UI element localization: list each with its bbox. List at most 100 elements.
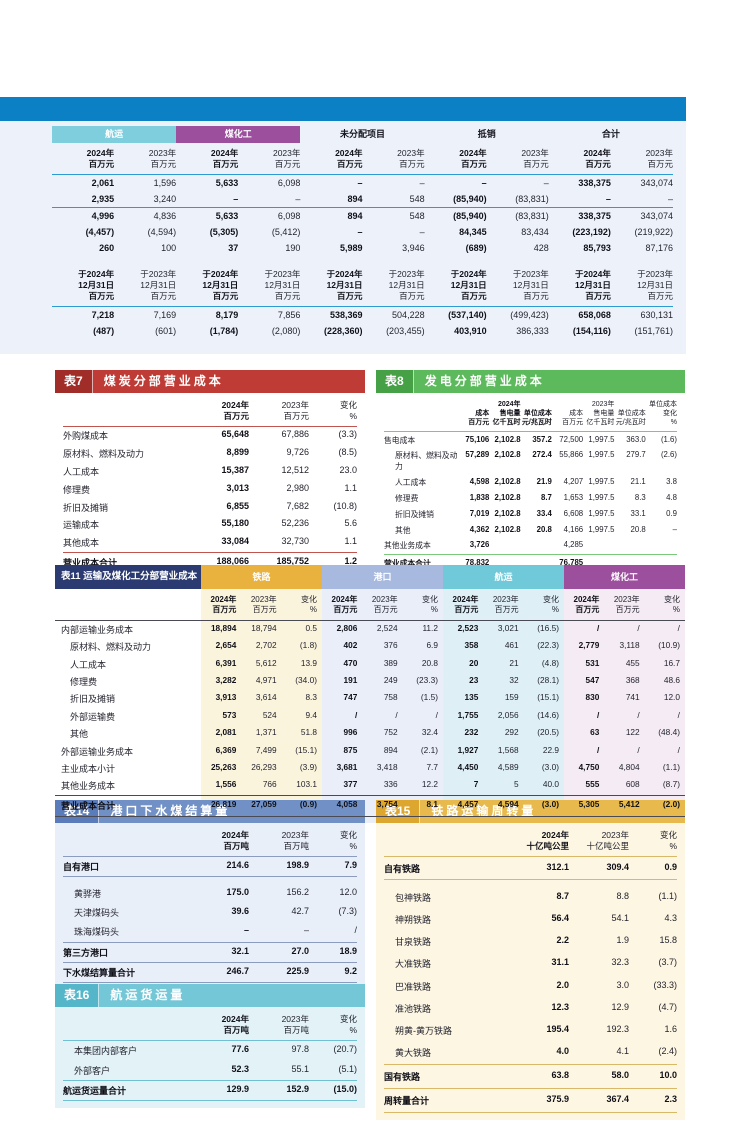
cell: 343,074 [640,177,673,188]
table-row: 其他成本 33,084 32,730 1.1 [63,534,357,552]
cell: (2.4) [658,1046,677,1057]
cell: 4,589 [497,761,519,772]
cell: 2.3 [664,1093,677,1104]
cell: (22.3) [537,640,559,651]
cell: 2,102.8 [494,477,521,487]
group-total: 合计 [601,129,620,139]
cell: 12.0 [663,692,680,703]
cell: (10.8) [333,500,357,511]
cell: (15.1) [537,692,559,703]
cell: (20.7) [333,1044,357,1055]
cell: 85,793 [583,242,611,253]
row-label: 其他 [70,729,89,740]
cell: 548 [409,193,425,204]
cell: 52.3 [231,1063,249,1074]
table-row: 国有铁路 63.8 58.0 10.0 [384,1063,677,1088]
cell: 57,289 [465,450,490,460]
col-header: 变化 % [300,595,317,615]
cell: 5,633 [215,210,239,221]
cell: 8.7 [541,493,552,503]
cell: 156.2 [286,886,309,897]
cell: 3.8 [666,477,677,487]
cell: 1,556 [215,779,237,790]
table8-rows: 售电成本 75,106 2,102.8 357.2 72,500 1,997.5… [384,432,677,553]
cell: 338,375 [578,177,611,188]
cell: 3,013 [226,482,249,493]
cell: 192.3 [606,1024,629,1034]
cell: 26,819 [210,799,237,810]
cell: 6,608 [563,508,584,518]
cell: (83,831) [515,193,549,204]
cell: (33.3) [653,979,677,990]
cell: 7.7 [426,761,438,772]
cell: 6,098 [277,210,301,221]
cell: 363.0 [626,434,646,444]
group-coal-chemical: 煤化工 [564,565,685,589]
cell: 27,059 [251,799,277,810]
cell: 51.8 [300,727,317,738]
col-header: 2024年 百万元 [210,595,237,615]
cell: (3.0) [541,799,559,810]
cell: 3,418 [376,761,398,772]
cell: 1,997.5 [588,524,615,534]
cell: (8.5) [338,447,357,458]
cell: 22.9 [542,744,559,755]
cell: (85,940) [453,193,487,204]
group-shipping: 航运 [52,126,177,143]
cell: 65,648 [221,429,249,440]
cell: 894 [383,744,398,755]
cell: – [233,193,239,204]
col-header: 变化 % [663,595,680,615]
cell: 129.9 [226,1084,249,1095]
col-header-2024: 2024年 百万元 [583,148,611,170]
cell: 6,098 [277,177,301,188]
cell: 336 [383,779,398,790]
cell: 343,074 [640,210,673,221]
cell: 55.1 [291,1063,309,1074]
cell: 188,066 [216,556,249,567]
table-row: 珠海煤码头 – – / [63,922,357,941]
table-row: 大准铁路 31.1 32.3 (3.7) [384,953,677,975]
cell: 531 [585,657,600,668]
cell: 7,856 [277,309,301,320]
col-header: 变化 % [339,1014,357,1036]
cell: 18.9 [339,945,357,956]
col-header: 2023年 百万元 [281,400,309,422]
cell: / [637,709,640,720]
row-label: 修理费 [63,484,91,495]
date-header-2024: 于2024年 12月31日 百万元 [574,269,611,302]
cell: 3,681 [336,761,358,772]
col-header: 2023年 百万元 [613,595,640,615]
cell: (1,784) [209,326,239,337]
table-row: 航运货运量合计 129.9 152.9 (15.0) [63,1079,357,1102]
cell: 4,457 [457,799,479,810]
cell: (4,594) [147,226,177,237]
cell: 272.4 [532,450,552,460]
cell: 3,726 [469,540,490,550]
cell: 358 [464,640,479,651]
cell: 159 [504,692,519,703]
cell: 0.9 [666,508,677,518]
col-header: 2024年 售电量 亿千瓦时 [492,401,521,427]
port-column-tint [322,589,443,823]
table-row: 外部客户 52.3 55.1 (5.1) [63,1060,357,1079]
cell: 31.1 [551,957,569,968]
row-label: 黄骅港 [74,888,102,899]
cell [489,540,520,551]
cell: 4,996 [91,210,115,221]
cell: (7.3) [338,906,357,917]
cell: 33,084 [221,536,249,547]
cell: 12.2 [421,779,438,790]
cell: 7,682 [286,500,309,511]
cell: 25,263 [210,761,237,772]
col-header: 成本 百万元 [468,410,490,427]
cell: 56.4 [551,913,569,924]
cell: 21.9 [536,477,552,487]
table11-transport-coalchem-segment-costs: 表11 运输及煤化工分部营业成本 铁路 港口 航运 煤化工 2024年 百万元 … [55,565,685,823]
col-header: 单位成本 元/兆瓦时 [521,410,552,427]
cell: (154,116) [572,326,611,337]
cell: 100 [161,242,177,253]
cell: (0.9) [299,799,317,810]
cell: 461 [504,640,519,651]
row-label: 自有铁路 [384,863,421,874]
